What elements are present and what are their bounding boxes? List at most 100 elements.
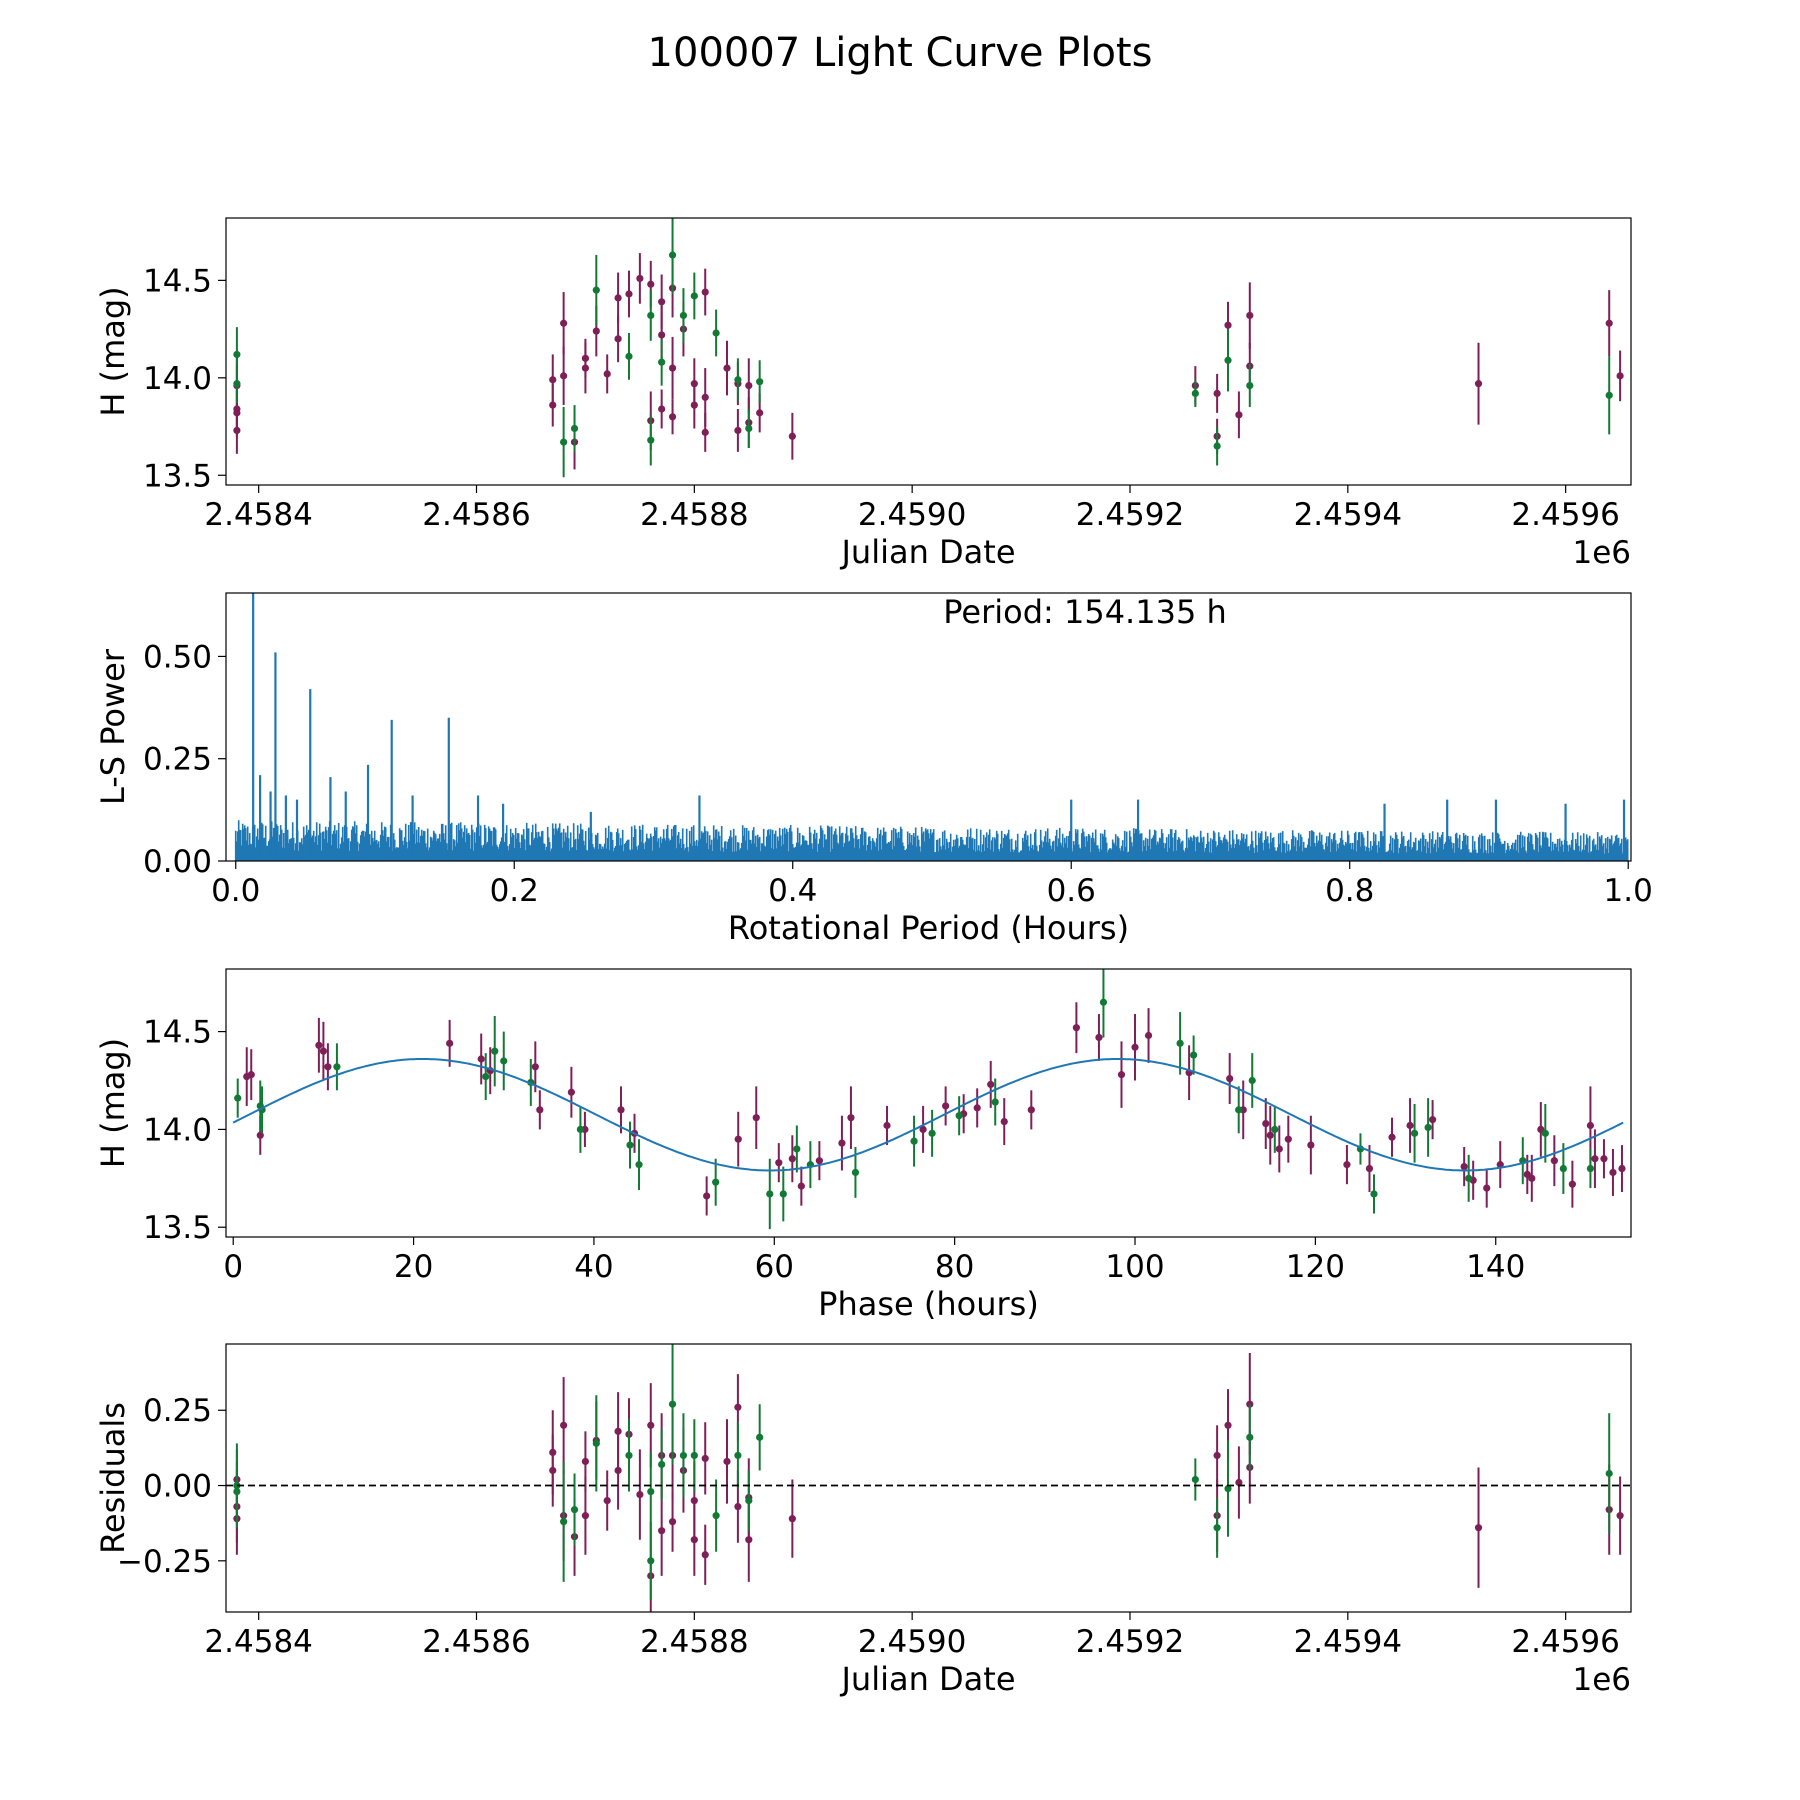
x-tick-label: 2.4584 xyxy=(204,497,312,533)
data-point xyxy=(1144,1031,1153,1040)
data-point xyxy=(723,1457,731,1466)
data-point xyxy=(788,1515,796,1523)
data-point xyxy=(647,311,655,320)
data-point xyxy=(910,1137,918,1145)
data-point xyxy=(581,364,590,372)
data-point xyxy=(1284,1135,1292,1143)
data-point xyxy=(626,1141,634,1149)
data-point xyxy=(1618,1164,1626,1173)
data-point xyxy=(1095,1033,1103,1042)
data-point xyxy=(668,251,677,259)
data-point xyxy=(1483,1184,1491,1192)
data-point xyxy=(679,1451,688,1460)
data-point xyxy=(1388,1133,1396,1141)
data-point xyxy=(1213,442,1221,450)
data-point xyxy=(690,1536,698,1544)
data-point xyxy=(928,1129,936,1137)
data-point xyxy=(233,409,241,417)
data-point xyxy=(883,1121,891,1130)
data-point xyxy=(955,1112,963,1120)
data-point xyxy=(756,378,764,386)
x-tick-label: 100 xyxy=(1105,1249,1164,1285)
data-point xyxy=(1528,1174,1536,1182)
fit-curve xyxy=(232,1058,1624,1172)
data-point xyxy=(1131,1043,1139,1051)
x-tick-label: 2.4584 xyxy=(204,1624,312,1660)
data-point xyxy=(233,380,241,388)
data-point xyxy=(1609,1168,1617,1177)
data-point xyxy=(647,1421,655,1429)
data-point xyxy=(779,1190,787,1198)
data-point xyxy=(734,1135,742,1143)
x-tick-label: 2.4594 xyxy=(1294,1624,1402,1660)
data-point xyxy=(247,1071,255,1079)
data-point xyxy=(658,405,666,413)
data-point xyxy=(500,1057,508,1065)
data-point xyxy=(581,1457,590,1466)
data-point xyxy=(690,401,698,409)
data-point xyxy=(1343,1161,1351,1169)
data-point xyxy=(690,292,698,300)
data-point xyxy=(991,1098,999,1106)
data-point xyxy=(1246,382,1254,390)
x-tick-label: 2.4596 xyxy=(1511,497,1619,533)
data-point xyxy=(851,1168,860,1177)
data-point xyxy=(734,1503,742,1511)
x-tick-label: 60 xyxy=(755,1249,794,1285)
y-tick-label: 14.0 xyxy=(143,1112,212,1148)
data-point xyxy=(712,329,720,337)
data-point xyxy=(592,327,600,335)
data-point xyxy=(1190,1051,1198,1059)
x-axis-label: Julian Date xyxy=(839,1660,1015,1698)
x-tick-label: 0.0 xyxy=(211,873,260,909)
data-point xyxy=(576,1125,585,1134)
data-point xyxy=(614,335,622,343)
data-point xyxy=(701,288,709,296)
data-point xyxy=(617,1106,625,1114)
y-tick-label: −0.25 xyxy=(117,1544,212,1580)
data-point xyxy=(1266,1131,1274,1139)
data-point xyxy=(703,1192,711,1200)
data-point xyxy=(788,1155,796,1163)
data-point xyxy=(647,436,655,444)
data-point xyxy=(1191,1475,1199,1484)
data-point xyxy=(1191,389,1199,398)
y-axis-label: H (mag) xyxy=(94,1038,132,1168)
x-axis-label: Phase (hours) xyxy=(818,1285,1039,1323)
data-point xyxy=(766,1190,774,1198)
data-point xyxy=(752,1114,760,1122)
x-tick-label: 2.4596 xyxy=(1511,1624,1619,1660)
data-point xyxy=(658,331,666,339)
data-point xyxy=(1586,1164,1595,1173)
lightcurve-panel: 2.4584 2.4586 2.4588 2.4590 2.4592 2.4594 2.45… xyxy=(94,217,1632,571)
data-point xyxy=(1474,1524,1483,1532)
data-point xyxy=(560,372,568,380)
data-point xyxy=(734,1451,742,1460)
data-point xyxy=(1226,1074,1234,1083)
y-axis-label: L-S Power xyxy=(94,648,132,805)
data-point xyxy=(1616,372,1624,380)
data-point xyxy=(1224,1484,1232,1493)
y-tick-label: 0.00 xyxy=(143,1469,212,1505)
data-point xyxy=(592,286,600,294)
data-point xyxy=(324,1063,332,1071)
x-axis-label: Rotational Period (Hours) xyxy=(728,909,1129,947)
data-point xyxy=(1586,1121,1595,1130)
y-tick-label: 0.00 xyxy=(143,844,212,880)
data-point xyxy=(625,1451,633,1460)
data-point xyxy=(1591,1155,1599,1163)
data-point xyxy=(668,1518,677,1526)
data-point xyxy=(815,1157,823,1165)
x-tick-label: 140 xyxy=(1466,1249,1525,1285)
data-point xyxy=(1465,1174,1473,1182)
data-point xyxy=(625,290,633,298)
data-point xyxy=(788,432,796,440)
data-point xyxy=(1600,1155,1608,1163)
x-tick-label: 80 xyxy=(935,1249,974,1285)
y-tick-label: 14.0 xyxy=(143,361,212,397)
data-point xyxy=(233,1487,241,1496)
x-tick-label: 2.4590 xyxy=(858,497,966,533)
data-point xyxy=(1424,1123,1432,1132)
data-point xyxy=(973,1104,981,1112)
